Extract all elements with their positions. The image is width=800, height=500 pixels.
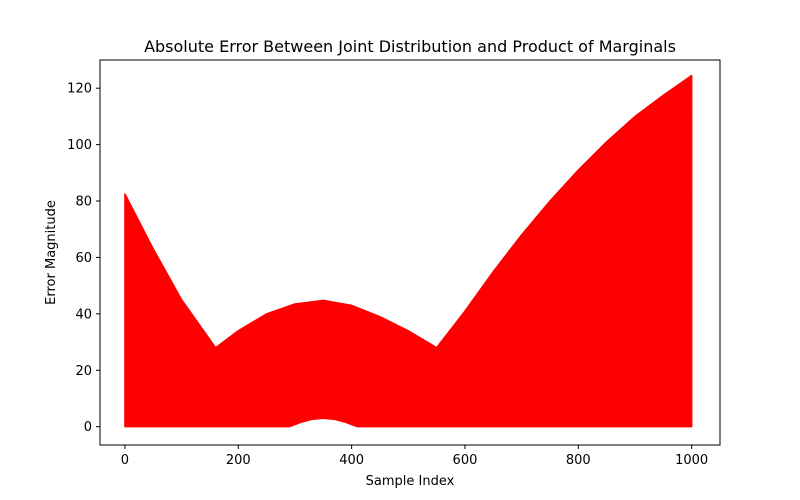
y-axis-label: Error Magnitude [44, 200, 59, 305]
x-tick-label: 1000 [675, 453, 708, 468]
y-tick-label: 0 [84, 420, 92, 435]
axes-frame [99, 59, 721, 446]
y-tick-label: 60 [75, 251, 92, 266]
y-tick-label: 100 [67, 138, 92, 153]
series-area-0 [124, 74, 693, 428]
x-tick-label: 800 [566, 453, 591, 468]
x-tick-label: 200 [226, 453, 251, 468]
y-tick-label: 40 [75, 307, 92, 322]
plot-area [124, 74, 693, 428]
y-tick-label: 80 [75, 195, 92, 210]
x-tick-label: 600 [453, 453, 478, 468]
chart-title: Absolute Error Between Joint Distributio… [144, 37, 676, 56]
y-axis: 0 20 40 60 80 100 120 [67, 82, 100, 435]
y-tick-label: 20 [75, 364, 92, 379]
x-axis-label: Sample Index [366, 474, 455, 489]
y-tick-label: 120 [67, 82, 92, 97]
x-axis: 0 200 400 600 800 1000 [121, 445, 708, 468]
x-tick-label: 0 [121, 453, 129, 468]
x-tick-label: 400 [339, 453, 364, 468]
